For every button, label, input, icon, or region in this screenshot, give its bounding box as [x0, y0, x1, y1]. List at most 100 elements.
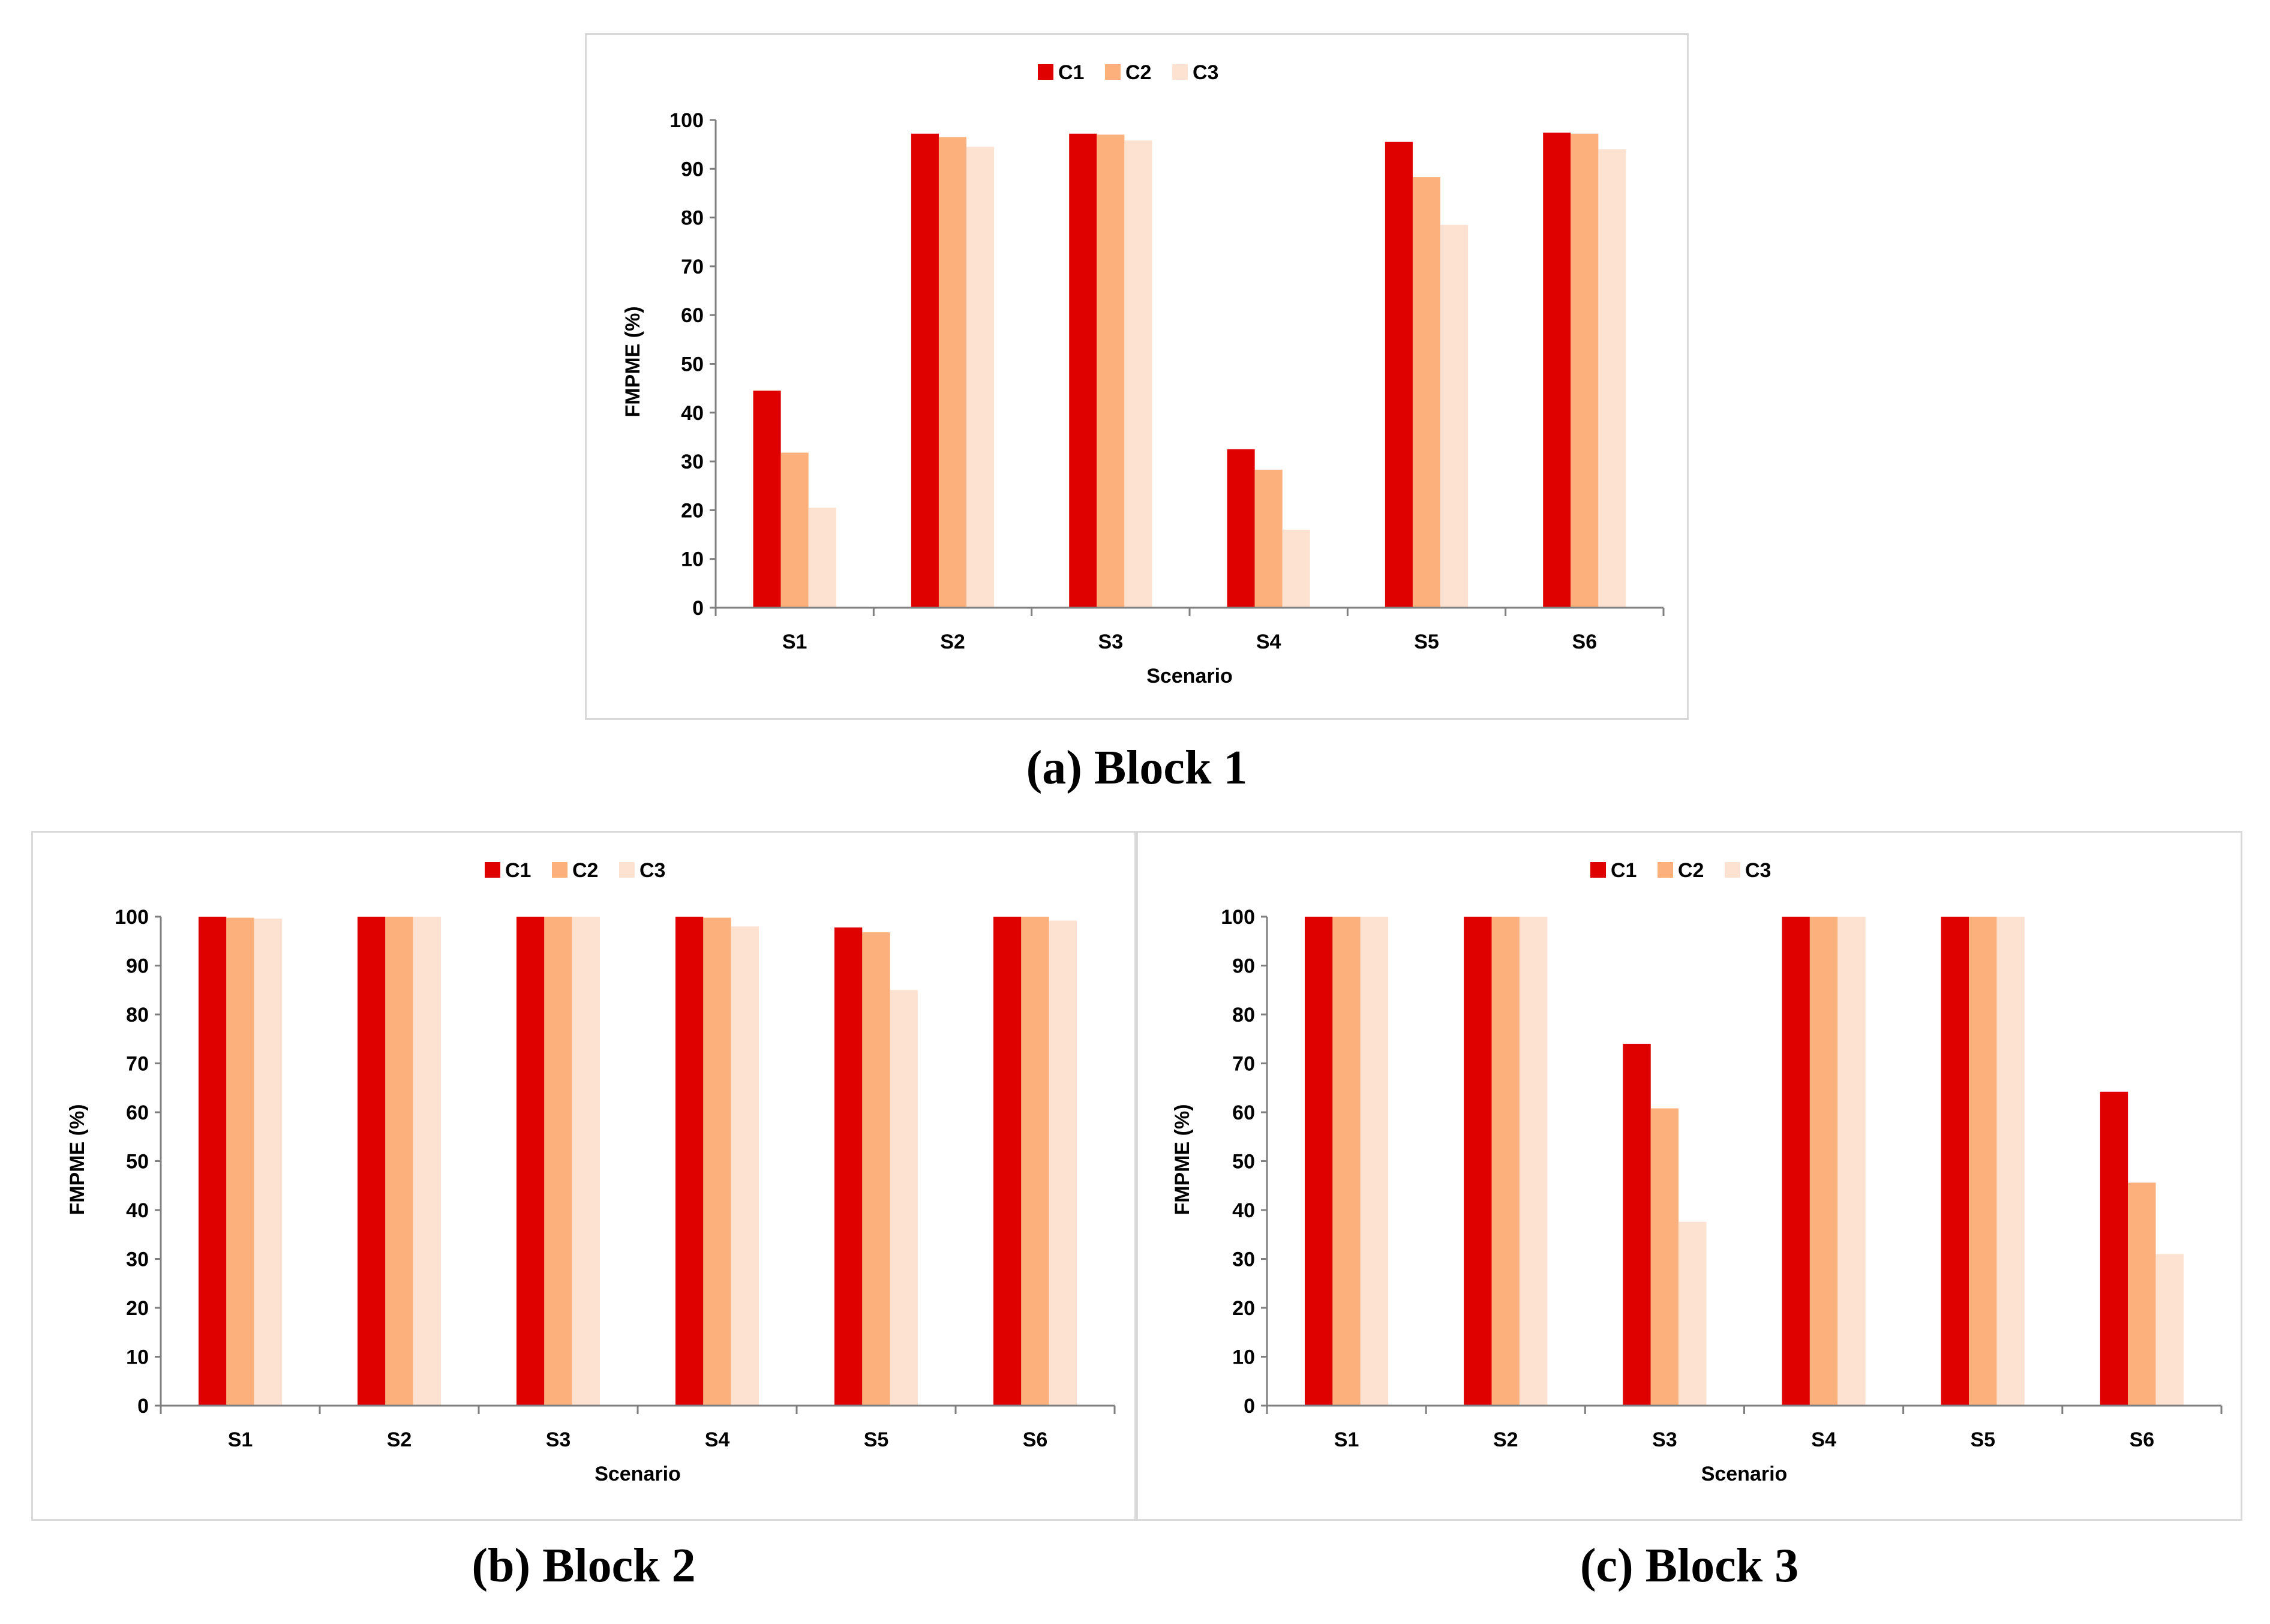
legend-label-c1: C1	[1611, 859, 1637, 882]
y-tick-label: 40	[1232, 1199, 1255, 1222]
y-tick-label: 70	[681, 256, 704, 278]
bar-s2-c3	[413, 917, 442, 1406]
bar-s2-c3	[1519, 917, 1548, 1406]
legend-swatch-c2	[1658, 862, 1673, 878]
bar-s6-c2	[1021, 917, 1049, 1406]
x-tick-label: S5	[864, 1428, 889, 1451]
y-tick-label: 10	[1232, 1346, 1255, 1369]
x-tick-label: S4	[1256, 631, 1281, 653]
bar-s3-c3	[1124, 140, 1152, 608]
x-tick-label: S4	[705, 1428, 730, 1451]
bar-s5-c1	[1385, 142, 1413, 608]
legend-swatch-c2	[552, 862, 568, 878]
legend-swatch-c2	[1105, 64, 1121, 80]
bar-s6-c2	[1571, 133, 1599, 608]
y-tick-label: 90	[1232, 955, 1255, 978]
y-tick-label: 70	[1232, 1053, 1255, 1076]
legend-swatch-c1	[485, 862, 500, 878]
chart-panel-block-2: C1 C2 C3 0 10 20 30 40 50 60 70 80 90 100 S1 S2 S3 S4 S5 S6…	[31, 831, 1136, 1521]
x-tick-label: S6	[1572, 631, 1598, 653]
bar-s1-c2	[226, 917, 254, 1406]
bar-s4-c3	[731, 926, 759, 1406]
y-axis-label: FMPME (%)	[621, 306, 644, 417]
chart-svg-block-3: C1 C2 C3 0 10 20 30 40 50 60 70 80 90 100 S1 S2 S3 S4 S5 S6…	[1171, 859, 2223, 1485]
x-tick-label: S4	[1811, 1428, 1836, 1451]
bar-s6-c3	[1598, 149, 1626, 608]
legend-swatch-c1	[1590, 862, 1606, 878]
bar-s5-c2	[1412, 177, 1441, 608]
legend-label-c2: C2	[1678, 859, 1704, 882]
bar-s2-c1	[911, 133, 939, 608]
y-tick-label: 50	[126, 1151, 149, 1173]
y-tick-label: 40	[681, 402, 704, 425]
legend-swatch-c1	[1038, 64, 1053, 80]
bar-s4-c1	[1782, 917, 1810, 1406]
bar-s4-c1	[675, 917, 704, 1406]
y-tick-label: 100	[115, 906, 149, 929]
y-axis-label: FMPME (%)	[1171, 1104, 1194, 1215]
chart-svg-block-1: C1 C2 C3 0 10 20 30 40 50 60 70 80 90 100 S1 S2 S3 S4 S5 S6…	[621, 61, 1665, 688]
y-tick-label: 60	[126, 1101, 149, 1124]
bar-s5-c2	[862, 932, 890, 1406]
bar-s6-c3	[1049, 920, 1077, 1406]
y-tick-label: 10	[681, 548, 704, 571]
y-tick-label: 60	[681, 304, 704, 327]
x-axis-label: Scenario	[594, 1463, 681, 1485]
y-axis-label: FMPME (%)	[66, 1104, 89, 1215]
bar-s6-c2	[2128, 1182, 2156, 1406]
bar-s6-c3	[2155, 1254, 2184, 1406]
chart-panel-block-1: C1 C2 C3 0 10 20 30 40 50 60 70 80 90 100 S1 S2 S3 S4 S5 S6…	[585, 33, 1689, 720]
x-tick-label: S2	[940, 631, 965, 653]
x-axis-label: Scenario	[1701, 1463, 1788, 1485]
y-tick-label: 30	[1232, 1248, 1255, 1271]
y-tick-label: 20	[1232, 1297, 1255, 1320]
bar-s3-c1	[516, 917, 545, 1406]
x-tick-label: S3	[1652, 1428, 1677, 1451]
y-tick-label: 80	[1232, 1004, 1255, 1026]
y-tick-label: 30	[126, 1248, 149, 1271]
bar-s2-c2	[385, 917, 413, 1406]
y-tick-label: 70	[126, 1053, 149, 1076]
bar-s2-c3	[966, 146, 995, 608]
bar-s5-c2	[1969, 917, 1997, 1406]
y-tick-label: 80	[126, 1004, 149, 1026]
y-tick-label: 60	[1232, 1101, 1255, 1124]
y-tick-label: 100	[669, 109, 704, 132]
bar-s6-c1	[993, 917, 1022, 1406]
legend-swatch-c3	[619, 862, 635, 878]
y-tick-label: 40	[126, 1199, 149, 1222]
x-tick-label: S6	[2130, 1428, 2155, 1451]
y-tick-label: 50	[681, 353, 704, 376]
bar-s5-c3	[890, 990, 918, 1406]
bar-s4-c1	[1227, 449, 1255, 608]
bar-s5-c3	[1996, 917, 2025, 1406]
bar-s3-c2	[1097, 134, 1125, 608]
y-tick-label: 0	[1244, 1395, 1255, 1418]
bar-s1-c3	[1360, 917, 1389, 1406]
bar-s3-c2	[1650, 1108, 1679, 1406]
x-tick-label: S2	[1493, 1428, 1518, 1451]
bar-s5-c1	[834, 927, 863, 1406]
bar-s1-c1	[198, 917, 227, 1406]
legend-label-c3: C3	[1745, 859, 1771, 882]
legend-swatch-c3	[1725, 862, 1740, 878]
legend-label-c2: C2	[1125, 61, 1151, 84]
chart-panel-block-3: C1 C2 C3 0 10 20 30 40 50 60 70 80 90 100 S1 S2 S3 S4 S5 S6…	[1136, 831, 2242, 1521]
bar-s1-c2	[1332, 917, 1361, 1406]
y-tick-label: 100	[1221, 906, 1255, 929]
legend-label-c2: C2	[572, 859, 598, 882]
x-tick-label: S1	[228, 1428, 253, 1451]
chart-svg-block-2: C1 C2 C3 0 10 20 30 40 50 60 70 80 90 100 S1 S2 S3 S4 S5 S6…	[66, 859, 1116, 1485]
caption-block-1: (a) Block 1	[1026, 742, 1248, 794]
y-tick-label: 90	[126, 955, 149, 978]
x-tick-label: S3	[1098, 631, 1124, 653]
x-tick-label: S1	[782, 631, 807, 653]
x-tick-label: S5	[1970, 1428, 1995, 1451]
y-tick-label: 80	[681, 207, 704, 230]
bar-s6-c1	[2100, 1091, 2128, 1406]
x-axis-label: Scenario	[1146, 665, 1233, 688]
x-tick-label: S1	[1334, 1428, 1359, 1451]
bar-s4-c2	[1254, 469, 1283, 608]
bar-s3-c3	[572, 917, 600, 1406]
y-tick-label: 20	[681, 499, 704, 522]
